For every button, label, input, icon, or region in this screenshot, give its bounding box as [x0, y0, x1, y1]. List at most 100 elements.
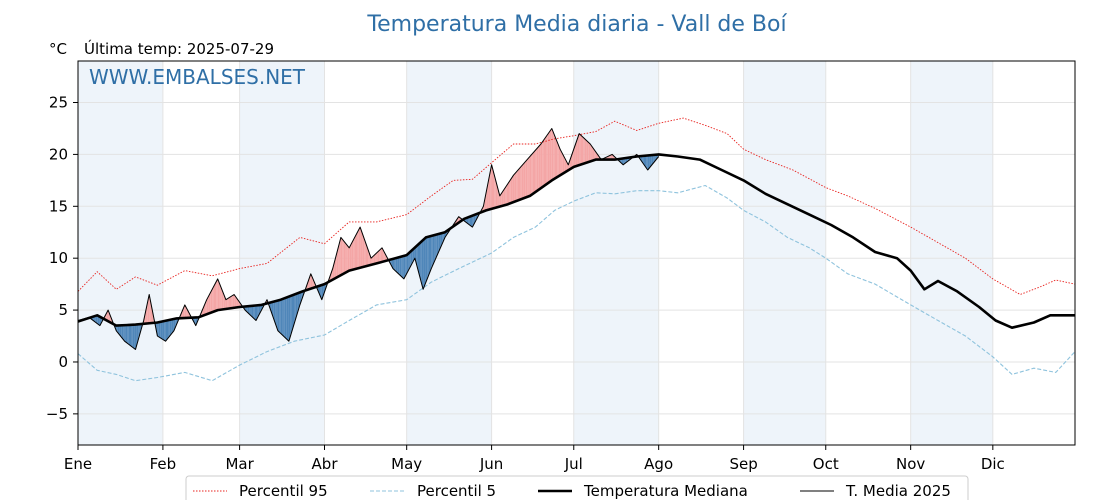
warm-anomaly-fill	[587, 141, 589, 163]
cold-anomaly-fill	[394, 258, 396, 272]
cold-anomaly-fill	[643, 155, 645, 167]
legend-label: Percentil 95	[239, 482, 328, 500]
warm-anomaly-fill	[232, 294, 235, 308]
warm-anomaly-fill	[520, 165, 522, 200]
warm-anomaly-fill	[351, 240, 354, 270]
warm-anomaly-fill	[205, 299, 207, 315]
cold-anomaly-fill	[277, 300, 280, 333]
cold-anomaly-fill	[434, 234, 436, 263]
warm-anomaly-fill	[584, 138, 587, 164]
warm-anomaly-fill	[503, 187, 506, 206]
warm-anomaly-fill	[490, 164, 492, 210]
warm-anomaly-fill	[590, 144, 592, 162]
cold-anomaly-fill	[294, 294, 296, 324]
warm-anomaly-fill	[371, 256, 373, 265]
warm-anomaly-fill	[546, 134, 548, 185]
cold-anomaly-fill	[125, 325, 128, 344]
cold-anomaly-fill	[646, 155, 648, 170]
cold-anomaly-fill	[650, 155, 652, 167]
warm-anomaly-fill	[227, 298, 229, 309]
last-temp-label: Última temp: 2025-07-29	[84, 39, 274, 58]
cold-anomaly-fill	[273, 301, 276, 324]
warm-anomaly-fill	[336, 247, 339, 278]
warm-anomaly-fill	[540, 142, 543, 189]
cold-anomaly-fill	[430, 235, 432, 272]
cold-anomaly-fill	[288, 296, 291, 342]
warm-anomaly-fill	[591, 146, 593, 161]
warm-anomaly-fill	[579, 133, 581, 165]
cold-anomaly-fill	[398, 257, 400, 276]
cold-anomaly-fill	[649, 155, 651, 169]
cold-anomaly-fill	[647, 155, 650, 170]
cold-anomaly-fill	[117, 325, 120, 335]
x-tick-label: Jul	[564, 455, 583, 473]
warm-anomaly-fill	[358, 227, 361, 269]
warm-anomaly-fill	[220, 285, 222, 310]
warm-anomaly-fill	[353, 237, 355, 270]
warm-anomaly-fill	[538, 145, 540, 191]
warm-anomaly-fill	[231, 295, 233, 309]
cold-anomaly-fill	[420, 241, 422, 285]
warm-anomaly-fill	[576, 137, 578, 166]
cold-anomaly-fill	[254, 305, 256, 321]
warm-anomaly-fill	[543, 138, 545, 187]
cold-anomaly-fill	[95, 315, 98, 324]
temperatura-mediana-line	[78, 153, 1075, 329]
cold-anomaly-fill	[127, 325, 129, 345]
warm-anomaly-fill	[582, 136, 584, 165]
warm-anomaly-fill	[516, 170, 518, 202]
cold-anomaly-fill	[291, 295, 293, 333]
month-shade	[78, 61, 163, 445]
warm-anomaly-fill	[487, 178, 489, 211]
cold-anomaly-fill	[124, 325, 126, 343]
cold-anomaly-fill	[406, 253, 409, 274]
warm-anomaly-fill	[373, 254, 376, 265]
warm-anomaly-fill	[343, 240, 346, 274]
warm-anomaly-fill	[521, 164, 524, 199]
warm-anomaly-fill	[494, 175, 496, 209]
warm-anomaly-fill	[375, 253, 377, 264]
y-axis-ticks: −5 0 5 10 15 20 25	[46, 94, 78, 423]
x-tick-label: Ene	[64, 455, 92, 473]
cold-anomaly-fill	[157, 322, 159, 337]
x-tick-label: Nov	[896, 455, 925, 473]
cold-anomaly-fill	[164, 320, 166, 342]
warm-anomaly-fill	[532, 151, 534, 194]
cold-anomaly-fill	[417, 243, 419, 274]
cold-anomaly-fill	[413, 247, 415, 261]
warm-anomaly-fill	[539, 144, 541, 190]
warm-anomaly-fill	[208, 294, 210, 314]
warm-anomaly-fill	[187, 310, 189, 318]
warm-anomaly-fill	[347, 246, 350, 272]
cold-anomaly-fill	[121, 325, 124, 340]
warm-anomaly-fill	[573, 145, 576, 167]
warm-anomaly-fill	[145, 307, 147, 324]
legend-label: Percentil 5	[417, 482, 496, 500]
cold-anomaly-fill	[175, 318, 177, 328]
warm-anomaly-fill	[577, 133, 580, 166]
cold-anomaly-fill	[290, 295, 292, 337]
cold-anomaly-fill	[395, 257, 398, 273]
warm-anomaly-fill	[221, 289, 224, 310]
warm-anomaly-fill	[212, 286, 214, 313]
cold-anomaly-fill	[287, 296, 289, 342]
warm-anomaly-fill	[228, 297, 230, 309]
cold-anomaly-fill	[249, 305, 251, 316]
cold-anomaly-fill	[160, 321, 162, 339]
cold-anomaly-fill	[275, 300, 277, 327]
warm-anomaly-fill	[209, 291, 211, 314]
warm-anomaly-fill	[561, 151, 563, 175]
percentil-95-line	[78, 117, 1075, 295]
cold-anomaly-fill	[171, 319, 173, 335]
warm-anomaly-fill	[580, 134, 582, 165]
cold-anomaly-fill	[653, 154, 655, 164]
warm-anomaly-fill	[594, 149, 596, 160]
warm-anomaly-fill	[545, 136, 547, 186]
warm-anomaly-fill	[556, 138, 558, 178]
x-axis-ticks: Ene Feb Mar Abr May Jun Jul Ago Sep Oct Nov Dic	[64, 445, 1005, 473]
cold-anomaly-fill	[432, 235, 435, 266]
warm-anomaly-fill	[558, 145, 561, 177]
cold-anomaly-fill	[416, 245, 418, 269]
x-tick-label: Jun	[479, 455, 503, 473]
warm-anomaly-fill	[523, 162, 525, 199]
